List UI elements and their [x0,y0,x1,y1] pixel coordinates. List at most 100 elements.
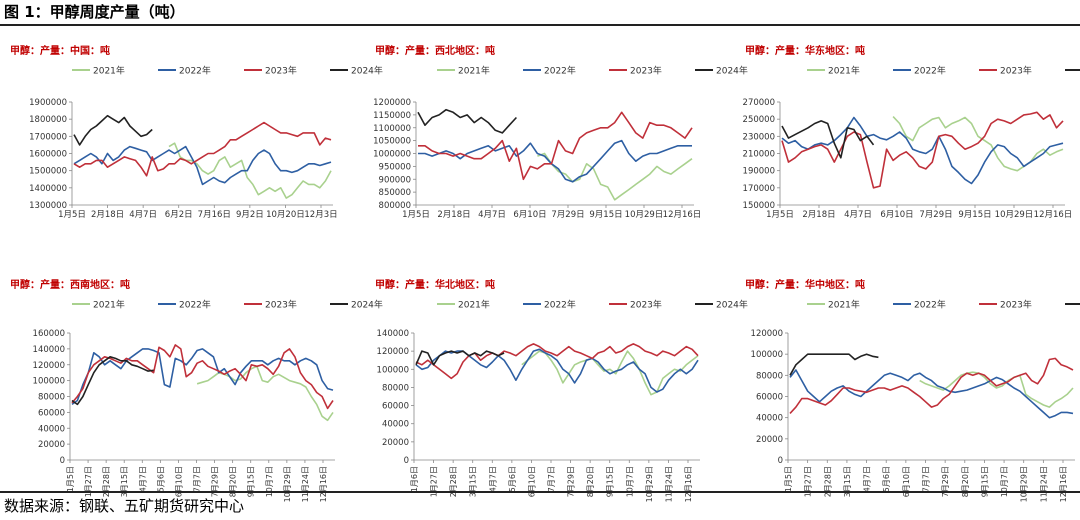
series-line-2023年 [71,344,334,410]
series-line-2024年 [73,114,153,146]
x-tick-label: 3月15日 [120,466,129,497]
x-tick-label: 10月7日 [265,466,274,497]
legend-label: 2021年 [93,65,125,77]
y-tick-label: 1500000 [29,167,67,177]
legend-label: 2022年 [914,65,946,77]
legend-label: 2022年 [179,65,211,77]
series-line-2024年 [417,108,517,134]
legend-label: 2021年 [458,299,490,311]
x-tick-label: 10月29日 [625,210,664,220]
chart-panel-6: 甲醇：产量：华中地区：吨2021年2022年2023年2024年02000040… [745,278,1080,502]
x-tick-label: 8月20日 [586,466,595,497]
y-tick-label: 210000 [743,150,775,160]
x-tick-label: 2月18日 [802,210,835,220]
x-tick-label: 10月29日 [1020,466,1029,502]
legend-label: 2023年 [265,299,297,311]
y-tick-label: 1300000 [29,201,67,211]
chart-subtitle: 甲醇：产量：西南地区：吨 [10,278,130,291]
x-tick-label: 6月10日 [902,466,911,497]
legend-label: 2021年 [828,299,860,311]
x-tick-label: 7月7日 [193,466,202,492]
x-tick-label: 2月18日 [91,210,124,220]
series-line-2023年 [415,343,699,380]
legend-label: 2023年 [630,65,662,77]
y-tick-label: 1100000 [373,124,411,134]
chart-panel-4: 甲醇：产量：西南地区：吨 2021年 2022年 2023年 2024年 0 20000 40… [10,278,383,502]
chart-subtitle: 甲醇：产量：华北地区：吨 [375,278,495,291]
x-tick-label: 9月15日 [606,466,615,497]
x-tick-label: 5月6日 [156,466,165,492]
y-tick-label: 80000 [756,371,783,381]
x-tick-label: 10月29日 [283,466,292,502]
x-tick-label: 2月28日 [102,466,111,497]
y-tick-label: 250000 [743,115,775,125]
x-tick-label: 12月16日 [319,466,328,502]
y-tick-label: 80000 [382,383,409,393]
y-tick-label: 120000 [377,347,409,357]
x-tick-label: 1月27日 [430,466,439,497]
x-tick-label: 5月6日 [882,466,891,492]
series-line-2021年 [537,152,693,201]
x-tick-label: 9月15日 [958,210,991,220]
series-line-2023年 [418,111,693,181]
x-tick-label: 1月27日 [84,466,93,497]
x-tick-label: 9月2日 [236,210,264,220]
x-tick-label: 7月7日 [922,466,931,492]
x-tick-label: 12月16日 [684,466,693,502]
series-line-2023年 [789,357,1074,414]
y-tick-label: 950000 [379,162,411,172]
y-tick-label: 140000 [377,329,409,339]
y-tick-label: 190000 [743,167,775,177]
y-tick-label: 1900000 [29,98,67,108]
x-tick-label: 9月15日 [589,210,622,220]
y-tick-label: 170000 [743,184,775,194]
series-line-2022年 [789,369,1074,419]
x-tick-label: 6月2日 [165,210,193,220]
x-tick-label: 1月5日 [66,466,75,492]
chart-subtitle: 甲醇：产量：中国：吨 [10,44,110,57]
x-tick-label: 2月18日 [437,210,470,220]
y-tick-label: 40000 [38,424,65,434]
legend-label: 2023年 [1000,65,1032,77]
x-tick-label: 7月29日 [941,466,950,497]
x-tick-label: 6月10日 [527,466,536,497]
y-tick-label: 100000 [377,365,409,375]
y-tick-label: 800000 [379,201,411,211]
x-tick-label: 10月29日 [995,210,1034,220]
x-tick-label: 6月10日 [174,466,183,497]
chart-subtitle: 甲醇：产量：西北地区：吨 [375,44,495,57]
bottom-rule [0,491,1080,493]
y-tick-label: 0 [60,456,65,466]
series-line-2021年 [892,116,1064,172]
series-line-2021年 [168,142,332,199]
y-tick-label: 40000 [382,420,409,430]
y-tick-label: 120000 [33,361,65,371]
y-tick-label: 1000000 [373,150,411,160]
x-tick-label: 3月15日 [469,466,478,497]
y-tick-label: 120000 [751,329,783,339]
x-tick-label: 1月5日 [766,210,794,220]
y-tick-label: 140000 [33,345,65,355]
source-note: 数据来源：钢联、五矿期货研究中心 [4,497,245,515]
y-tick-label: 20000 [756,435,783,445]
series-line-2024年 [71,356,154,406]
x-tick-label: 4月7日 [478,210,506,220]
x-tick-label: 4月7日 [844,210,872,220]
y-tick-label: 0 [778,456,783,466]
y-tick-label: 40000 [756,414,783,424]
x-tick-label: 12月16日 [663,210,702,220]
y-tick-label: 1800000 [29,115,67,125]
y-tick-label: 0 [404,456,409,466]
series-line-2024年 [415,350,505,366]
series-line-2022年 [71,348,334,406]
series-line-2021年 [521,350,699,396]
x-tick-label: 11月24日 [301,466,310,502]
x-tick-label: 2月28日 [449,466,458,497]
legend-label: 2023年 [630,299,662,311]
y-tick-label: 270000 [743,98,775,108]
legend-label: 2021年 [458,65,490,77]
legend-label: 2022年 [179,299,211,311]
x-tick-label: 7月29日 [551,210,584,220]
x-tick-label: 10月29日 [645,466,654,502]
